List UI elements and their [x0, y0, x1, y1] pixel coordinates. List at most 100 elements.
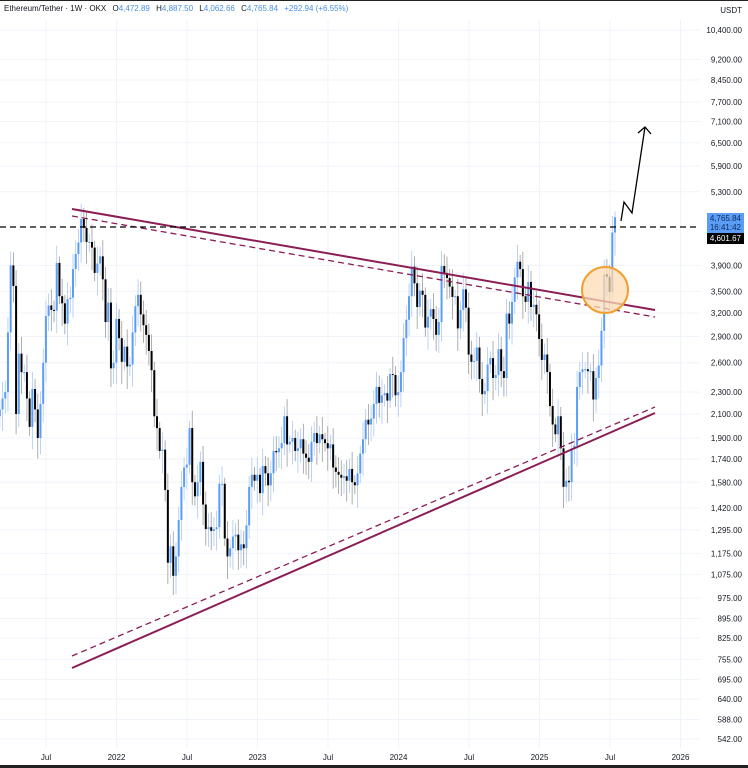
candle-body — [329, 444, 332, 449]
candle-body — [462, 289, 465, 310]
candle-body — [204, 504, 207, 530]
price-axis[interactable]: 10,400.00 9,200.00 8,450.00 7,700.00 7,100.0… — [706, 26, 742, 744]
candle-body — [245, 525, 248, 549]
projection-arrow[interactable] — [620, 126, 646, 222]
support-trendline[interactable] — [71, 412, 656, 669]
candle-body — [210, 527, 213, 531]
open-value: 4,472.89 — [118, 4, 150, 13]
current-price: 4,765.84 — [709, 214, 741, 223]
candle-body — [324, 439, 327, 444]
candle-body — [361, 439, 364, 454]
price-tick-label: 1,900.00 — [711, 434, 743, 443]
resistance-trendline[interactable] — [71, 208, 656, 311]
candle-body — [597, 365, 600, 378]
candle-body — [223, 483, 226, 539]
candle-body — [364, 419, 367, 440]
price-tick-label: 1,420.00 — [711, 504, 743, 513]
candle-body — [153, 370, 156, 417]
candle-body — [451, 286, 454, 297]
bottom-border — [0, 765, 748, 768]
time-axis[interactable]: Jul 2022 Jul 2023 Jul 2024 Jul 2025 Jul 2026 — [41, 753, 690, 762]
breakout-highlight-circle[interactable] — [581, 266, 629, 314]
currency-unit[interactable]: USDT — [720, 6, 742, 15]
candle-body — [145, 325, 148, 335]
candle-body — [107, 302, 110, 323]
candle-body — [408, 296, 411, 320]
candle-body — [502, 371, 505, 378]
candle-body — [313, 432, 316, 442]
candle-body — [180, 486, 183, 521]
candle-body — [567, 480, 570, 483]
candle-body — [299, 439, 302, 449]
price-tick-label: 7,100.00 — [711, 118, 743, 127]
time-tick-label: 2026 — [672, 753, 690, 762]
support-dashed-line[interactable] — [71, 406, 656, 657]
candle-body — [275, 450, 278, 453]
candle-body — [573, 445, 576, 449]
candle-body — [288, 441, 291, 445]
candle-body — [494, 375, 497, 378]
candle-body — [418, 290, 421, 307]
candle-body — [551, 406, 554, 425]
time-tick-label: Jul — [182, 753, 192, 762]
candle-body — [53, 309, 56, 311]
candle-body — [389, 374, 392, 401]
candle-body — [212, 529, 215, 531]
candle-body — [554, 424, 557, 435]
price-tick-label: 1,175.00 — [711, 549, 743, 558]
price-tick-label: 1,075.00 — [711, 571, 743, 580]
candle-body — [280, 443, 283, 449]
price-tick-label: 8,450.00 — [711, 76, 743, 85]
candle-body — [39, 403, 42, 438]
candle-body — [77, 242, 80, 254]
candle-body — [559, 416, 562, 449]
resistance-dashed-line[interactable] — [71, 215, 656, 318]
candle-body — [315, 432, 318, 444]
legend-header: Ethereum/Tether · 1W · OKX O4,472.89 H4,… — [4, 4, 349, 13]
candle-body — [394, 375, 397, 396]
candle-body — [88, 241, 91, 243]
price-tick-label: 542.00 — [718, 735, 743, 744]
candle-body — [196, 482, 199, 497]
candle-body — [440, 266, 443, 323]
candle-body — [370, 418, 373, 425]
candle-body — [505, 313, 508, 378]
price-tick-label: 975.00 — [718, 594, 743, 603]
candle-body — [44, 315, 47, 363]
candle-body — [242, 544, 245, 549]
candle-body — [413, 266, 416, 284]
candle-body — [34, 389, 37, 410]
candle-body — [456, 296, 459, 329]
candle-body — [337, 471, 340, 475]
current-price-label: 4,765.84 16:41:42 — [706, 213, 744, 233]
candle-body — [481, 378, 484, 395]
candle-body — [399, 372, 402, 393]
candle-body — [562, 448, 565, 487]
candle-body — [169, 546, 172, 563]
candle-body — [164, 449, 167, 490]
price-tick-label: 2,300.00 — [711, 388, 743, 397]
candle-body — [302, 439, 305, 454]
candle-body — [0, 409, 1, 417]
candle-body — [174, 556, 177, 576]
price-tick-label: 895.00 — [718, 615, 743, 624]
time-tick-label: Jul — [41, 753, 51, 762]
candle-body — [267, 473, 270, 486]
candle-body — [101, 256, 104, 280]
candle-body — [529, 281, 532, 307]
price-tick-label: 2,900.00 — [711, 333, 743, 342]
price-tick-label: 3,200.00 — [711, 309, 743, 318]
price-tick-label: 6,500.00 — [711, 139, 743, 148]
candle-body — [519, 261, 522, 270]
price-tick-label: 2,600.00 — [711, 359, 743, 368]
symbol-title: Ethereum/Tether · 1W · OKX — [4, 4, 107, 13]
candle-body — [548, 372, 551, 407]
candle-body — [72, 269, 74, 298]
candle-body — [126, 346, 129, 367]
candle-body — [42, 362, 45, 404]
price-tick-label: 7,700.00 — [711, 98, 743, 107]
candle-body — [4, 392, 7, 399]
candle-body — [177, 520, 180, 557]
price-tick-label: 640.00 — [718, 695, 743, 704]
